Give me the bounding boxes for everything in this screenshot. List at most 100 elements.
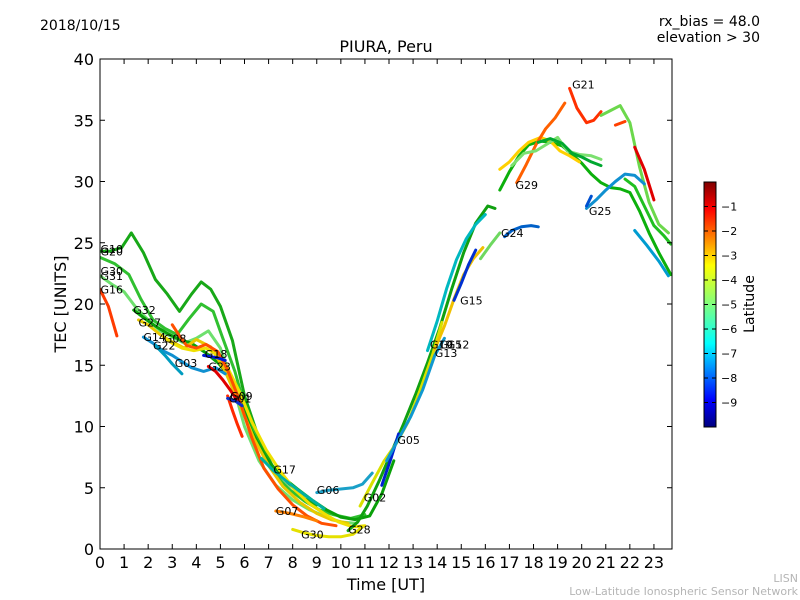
series-g21b <box>599 104 670 235</box>
series-label-g03: G03 <box>175 357 198 370</box>
series-g29d <box>510 135 603 168</box>
x-tick-label: 16 <box>475 553 495 572</box>
series-g29 <box>498 139 672 277</box>
credit: LISN Low-Latitude Ionospheric Sensor Net… <box>569 572 798 598</box>
x-axis-label: Time [UT] <box>346 575 425 594</box>
x-tick-label: 0 <box>95 553 105 572</box>
x-tick-label: 4 <box>191 553 201 572</box>
series-label-g30: G30 <box>101 265 124 278</box>
y-tick-label: 25 <box>74 234 94 253</box>
series-label-g01: G01 <box>229 392 252 405</box>
series-label-g13: G13 <box>435 347 458 360</box>
series-label-g06: G06 <box>317 484 340 497</box>
date-label: 2018/10/15 <box>40 18 121 34</box>
x-tick-label: 14 <box>427 553 447 572</box>
x-tick-label: 11 <box>355 553 375 572</box>
x-tick-label: 1 <box>119 553 129 572</box>
colorbar-tick-label: −4 <box>721 274 737 287</box>
x-tick-label: 7 <box>263 553 273 572</box>
x-tick-label: 10 <box>331 553 351 572</box>
y-tick-label: 10 <box>74 418 94 437</box>
y-tick-label: 40 <box>74 50 94 69</box>
x-tick-label: 3 <box>167 553 177 572</box>
y-tick-label: 35 <box>74 111 94 130</box>
rx-bias-label: rx_bias = 48.0 <box>658 14 760 30</box>
series-g25b <box>585 194 593 208</box>
series-g17 <box>259 456 326 511</box>
x-tick-label: 9 <box>312 553 322 572</box>
series-label-g16: G16 <box>101 283 124 296</box>
y-tick-label: 30 <box>74 173 94 192</box>
colorbar-tick-label: −7 <box>721 348 737 361</box>
series-label-g24: G24 <box>501 227 524 240</box>
colorbar-ticks: −1 −2 −3 −4 −5 −6 −7 −8 −9 <box>704 201 737 410</box>
y-tick-label: 15 <box>74 356 94 375</box>
series-g13 <box>385 336 446 463</box>
x-tick-label: 17 <box>499 553 519 572</box>
x-tick-label: 15 <box>451 553 471 572</box>
series-label-g28: G28 <box>348 523 371 536</box>
series-label-g07: G07 <box>276 505 299 518</box>
y-tick-label: 5 <box>84 479 94 498</box>
series-label-g15: G15 <box>440 338 463 351</box>
bias-info: rx_bias = 48.0 elevation > 30 <box>657 14 760 46</box>
colorbar-tick-label: −6 <box>721 323 737 336</box>
series-g30 <box>291 525 364 539</box>
series-label-g17: G17 <box>273 463 296 476</box>
series-g06 <box>315 471 374 495</box>
series-g22 <box>153 344 184 376</box>
colorbar-tick-label: −9 <box>721 397 737 410</box>
colorbar: −1 −2 −3 −4 −5 −6 −7 −8 −9 Latitude <box>703 181 758 428</box>
series-label-g08: G08 <box>164 332 187 345</box>
series-g29c <box>515 101 567 185</box>
y-tick-label: 20 <box>74 295 94 314</box>
x-tick-label: 18 <box>523 553 543 572</box>
series-label-g27: G27 <box>139 316 162 329</box>
x-axis: 0 1 2 3 4 5 6 7 8 9 10 11 12 13 14 15 16 17 18 19 20 21 22 23 <box>95 59 664 572</box>
chart-title: PIURA, Peru <box>339 37 432 56</box>
series-label-g10: G10 <box>101 243 124 256</box>
series-g21 <box>568 86 603 125</box>
series-label-g18: G18 <box>205 348 228 361</box>
series-g25c <box>633 145 656 202</box>
x-tick-label: 8 <box>288 553 298 572</box>
series-label-g15: G15 <box>460 294 483 307</box>
y-axis: 0 5 10 15 20 25 30 35 40 <box>74 50 672 559</box>
series-g07 <box>274 509 319 523</box>
series-g09 <box>226 394 244 438</box>
series-label-g14: G14 <box>143 331 166 344</box>
credit-long: Low-Latitude Ionospheric Sensor Network <box>569 585 798 598</box>
colorbar-tick-label: −8 <box>721 372 737 385</box>
series-label-g31: G31 <box>101 270 124 283</box>
x-tick-label: 6 <box>239 553 249 572</box>
series-label-g19: G19 <box>430 338 453 351</box>
colorbar-tick-label: −2 <box>721 225 737 238</box>
series-g03 <box>170 323 338 528</box>
x-tick-label: 23 <box>644 553 664 572</box>
series-label-g12: G12 <box>447 338 470 351</box>
series-g21d <box>536 137 603 168</box>
series-g16 <box>100 287 119 338</box>
series-label-g20: G20 <box>101 245 124 258</box>
x-tick-label: 22 <box>620 553 640 572</box>
plot-area: G10G20G31G30G16G32G27G14G22G08G03G18G23G… <box>100 79 672 541</box>
series-label-g21: G21 <box>572 79 595 92</box>
y-axis-label: TEC [UNITS] <box>51 256 70 354</box>
series-label-g22: G22 <box>153 340 176 353</box>
series-g26 <box>479 231 502 261</box>
series-label-g30: G30 <box>301 528 324 541</box>
colorbar-tick-label: −1 <box>721 201 737 214</box>
x-tick-label: 21 <box>596 553 616 572</box>
x-tick-label: 12 <box>379 553 399 572</box>
series-label-g09: G09 <box>230 390 253 403</box>
y-tick-label: 0 <box>84 540 94 559</box>
series-g25 <box>585 172 646 210</box>
x-tick-label: 13 <box>403 553 423 572</box>
series-g01 <box>226 396 244 408</box>
x-tick-label: 20 <box>572 553 592 572</box>
series-label-g23: G23 <box>208 361 231 374</box>
x-tick-label: 5 <box>215 553 225 572</box>
elevation-label: elevation > 30 <box>656 30 760 46</box>
series-g15 <box>452 248 478 302</box>
colorbar-tick-label: −3 <box>721 250 737 263</box>
